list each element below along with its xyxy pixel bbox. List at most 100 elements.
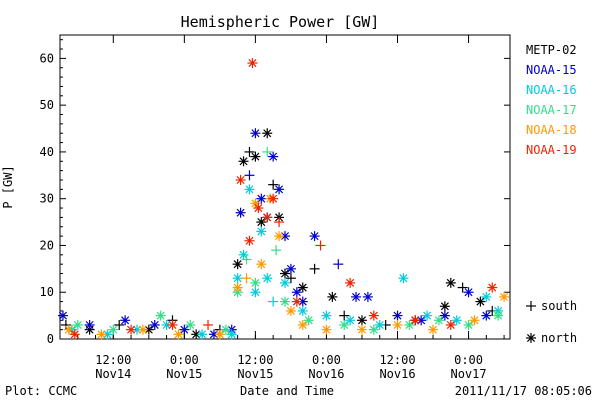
- data-point-metp-02: [268, 179, 279, 190]
- data-point-metp-02: [114, 319, 125, 330]
- x-tick-label-date: Nov16: [379, 367, 415, 381]
- legend-marker-north: [526, 333, 536, 343]
- data-point-noaa-15: [439, 310, 450, 321]
- data-point-noaa-15: [84, 319, 95, 330]
- y-tick-label: 10: [40, 285, 54, 299]
- data-point-noaa-15: [333, 259, 344, 270]
- data-point-noaa-17: [155, 310, 166, 321]
- data-point-noaa-17: [339, 319, 350, 330]
- data-point-noaa-19: [167, 319, 178, 330]
- data-point-metp-02: [285, 273, 296, 284]
- data-point-noaa-18: [214, 329, 225, 340]
- data-point-noaa-19: [291, 296, 302, 307]
- data-point-noaa-18: [356, 324, 367, 335]
- data-point-noaa-17: [262, 146, 273, 157]
- y-tick-label: 0: [47, 332, 54, 346]
- data-point-noaa-16: [374, 319, 385, 330]
- data-point-noaa-15: [309, 231, 320, 242]
- x-tick-label-time: 12:00: [237, 353, 273, 367]
- data-point-noaa-19: [315, 240, 326, 251]
- data-point-noaa-19: [262, 212, 273, 223]
- data-point-noaa-15: [250, 128, 261, 139]
- data-point-noaa-18: [96, 329, 107, 340]
- data-point-noaa-15: [235, 207, 246, 218]
- y-tick-label: 20: [40, 238, 54, 252]
- data-point-noaa-17: [241, 254, 252, 265]
- data-point-noaa-15: [256, 193, 267, 204]
- data-point-noaa-19: [410, 315, 421, 326]
- data-point-noaa-17: [404, 319, 415, 330]
- data-point-noaa-19: [445, 319, 456, 330]
- data-point-noaa-19: [487, 282, 498, 293]
- data-point-metp-02: [475, 296, 486, 307]
- data-point-noaa-18: [274, 231, 285, 242]
- data-point-noaa-17: [433, 315, 444, 326]
- data-point-noaa-18: [297, 319, 308, 330]
- data-point-noaa-16: [345, 315, 356, 326]
- data-point-noaa-15: [149, 319, 160, 330]
- plot-credit: Plot: CCMC: [5, 384, 77, 398]
- data-point-noaa-19: [368, 310, 379, 321]
- plot-frame: [59, 34, 511, 340]
- timestamp: 2011/11/17 08:05:06: [455, 384, 592, 398]
- data-point-metp-02: [439, 301, 450, 312]
- data-point-noaa-19: [69, 329, 80, 340]
- data-point-noaa-15: [285, 263, 296, 274]
- data-point-noaa-15: [57, 310, 68, 321]
- legend-entry: NOAA-15: [526, 63, 577, 77]
- y-tick-label: 30: [40, 192, 54, 206]
- data-point-noaa-19: [345, 277, 356, 288]
- data-point-noaa-17: [108, 324, 119, 335]
- legend-entry: NOAA-17: [526, 103, 577, 117]
- data-point-noaa-16: [481, 291, 492, 302]
- data-point-noaa-17: [250, 277, 261, 288]
- data-point-noaa-16: [262, 273, 273, 284]
- data-point-noaa-17: [463, 319, 474, 330]
- data-point-noaa-18: [137, 324, 148, 335]
- data-point-noaa-17: [280, 296, 290, 307]
- data-point-metp-02: [250, 151, 261, 162]
- data-point-noaa-18: [392, 319, 403, 330]
- legend: METP-02 NOAA-15 NOAA-16 NOAA-17 NOAA-18 NOAA-…: [526, 43, 577, 345]
- data-point-noaa-17: [185, 319, 196, 330]
- data-point-noaa-19: [244, 235, 255, 246]
- data-point-noaa-18: [173, 329, 184, 340]
- data-point-noaa-15: [362, 291, 373, 302]
- data-point-noaa-16: [256, 226, 267, 237]
- chart-title: Hemispheric Power [GW]: [181, 13, 380, 31]
- data-point-noaa-15: [351, 291, 362, 302]
- y-tick-label: 60: [40, 51, 54, 65]
- data-point-metp-02: [356, 315, 367, 326]
- data-point-metp-02: [244, 146, 255, 157]
- legend-entry: NOAA-16: [526, 83, 577, 97]
- data-point-noaa-16: [268, 296, 279, 307]
- data-point-metp-02: [262, 128, 273, 139]
- data-point-metp-02: [327, 291, 338, 302]
- data-point-noaa-16: [131, 324, 142, 335]
- x-tick-label-date: Nov16: [308, 367, 344, 381]
- data-point-noaa-16: [451, 315, 462, 326]
- x-tick-label-date: Nov14: [95, 367, 131, 381]
- data-point-noaa-16: [422, 310, 433, 321]
- data-point-noaa-18: [63, 324, 74, 335]
- data-point-noaa-19: [253, 203, 264, 214]
- data-point-noaa-15: [416, 315, 427, 326]
- data-point-noaa-17: [303, 315, 314, 326]
- data-point-noaa-18: [469, 315, 480, 326]
- data-point-noaa-18: [232, 282, 243, 293]
- data-point-noaa-16: [280, 277, 290, 288]
- data-point-noaa-16: [232, 273, 243, 284]
- x-tick-label-date: Nov15: [237, 367, 273, 381]
- data-point-noaa-15: [291, 287, 302, 298]
- data-point-metp-02: [280, 268, 290, 279]
- x-tick-label-time: 0:00: [312, 353, 341, 367]
- data-point-noaa-15: [392, 310, 403, 321]
- x-tick-label-date: Nov15: [166, 367, 202, 381]
- data-point-noaa-19: [274, 217, 285, 228]
- legend-entry: NOAA-19: [526, 143, 577, 157]
- data-point-noaa-15: [481, 310, 492, 321]
- data-point-noaa-17: [493, 310, 504, 321]
- data-point-noaa-15: [244, 170, 255, 181]
- data-point-noaa-16: [226, 329, 237, 340]
